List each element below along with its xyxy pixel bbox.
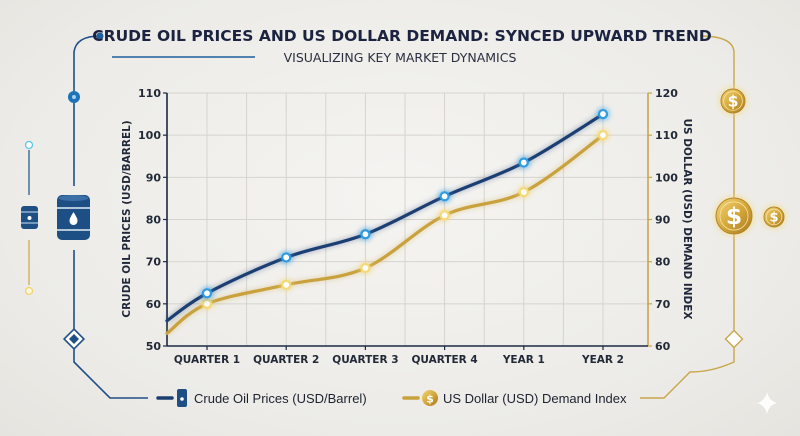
frame-dot (96, 32, 104, 40)
y-axis-left-label: CRUDE OIL PRICES (USD/BARREL) (121, 120, 133, 317)
data-point-oil (597, 108, 609, 120)
data-point-oil (201, 288, 213, 299)
legend: Crude Oil Prices (USD/Barrel) $ US Dolla… (156, 389, 627, 407)
data-point-usd (201, 298, 213, 309)
x-tick-label: YEAR 2 (581, 354, 624, 366)
decor-dot-blue (24, 140, 34, 150)
coin-body (763, 206, 785, 228)
data-point-usd (439, 210, 450, 221)
y-tick-left-label: 80 (146, 214, 162, 227)
x-tick-label: QUARTER 4 (411, 354, 477, 366)
data-point-oil (439, 191, 450, 202)
y-tick-right-label: 80 (655, 256, 671, 269)
data-point-usd (281, 279, 292, 290)
data-point-usd (597, 130, 609, 141)
legend-label-usd: US Dollar (USD) Demand Index (443, 391, 627, 406)
x-tick-label: QUARTER 3 (332, 354, 398, 366)
y-tick-left-label: 70 (146, 256, 162, 269)
y-tick-right-label: 70 (655, 298, 671, 311)
y-tick-left-label: 60 (146, 298, 162, 311)
y-tick-left-label: 110 (138, 87, 161, 100)
dollar-coin-icon: $ (718, 86, 748, 116)
y-tick-left-label: 90 (146, 171, 162, 184)
y-tick-right-label: 60 (655, 340, 671, 353)
chart-subtitle: VISUALIZING KEY MARKET DYNAMICS (284, 50, 517, 65)
sparkle-icon (757, 392, 777, 414)
series-layer (165, 107, 610, 336)
x-tick-label: QUARTER 1 (174, 354, 240, 366)
series-line-oil (165, 112, 605, 323)
diamond-icon-gold (724, 329, 744, 349)
legend-coin-icon: $ (422, 390, 438, 406)
y-tick-right-label: 100 (655, 171, 678, 184)
coin-rim (723, 91, 743, 111)
oil-barrel-icon (57, 195, 90, 240)
dollar-coin-icon: $ (761, 204, 787, 230)
x-tick-label: QUARTER 2 (253, 354, 319, 366)
data-point-oil (518, 157, 529, 168)
grid (166, 92, 648, 347)
coin-icons: $ $ $ (713, 86, 787, 237)
oil-barrel-icon-small (21, 206, 38, 229)
legend-dollar-symbol: $ (426, 393, 434, 406)
dollar-symbol: $ (726, 202, 742, 230)
series-glow-oil (165, 111, 605, 324)
legend-barrel-icon (177, 389, 187, 407)
data-point-oil (281, 252, 292, 263)
chart-title: CRUDE OIL PRICES AND US DOLLAR DEMAND: S… (92, 27, 712, 45)
data-point-usd (360, 262, 371, 274)
dollar-symbol: $ (728, 92, 739, 110)
frame-node-center (72, 95, 76, 99)
y-tick-right-label: 90 (655, 214, 671, 227)
y-tick-right-label: 120 (655, 87, 678, 100)
coin-body (720, 88, 746, 114)
dollar-coin-icon: $ (713, 195, 755, 237)
coin-rim (719, 201, 749, 231)
dollar-symbol: $ (769, 211, 778, 226)
data-point-usd (518, 186, 529, 198)
decor-dot-gold (24, 286, 34, 296)
coin-body (715, 197, 753, 235)
axes: 50 60 70 80 90 100 110 60 70 80 90 100 110 120 QUARTER… (138, 87, 678, 366)
legend-label-oil: Crude Oil Prices (USD/Barrel) (194, 391, 367, 406)
decor-frame-right (640, 35, 735, 399)
y-tick-right-label: 110 (655, 129, 678, 142)
y-axis-right-label: US DOLLAR (USD) DEMAND INDEX (681, 119, 693, 320)
y-tick-left-label: 50 (146, 340, 162, 353)
decor-frame-left (73, 35, 148, 399)
x-tick-label: YEAR 1 (502, 354, 545, 366)
data-point-oil (360, 229, 371, 240)
coin-rim (765, 208, 783, 226)
y-tick-left-label: 100 (138, 129, 161, 142)
diamond-icon (62, 327, 86, 351)
